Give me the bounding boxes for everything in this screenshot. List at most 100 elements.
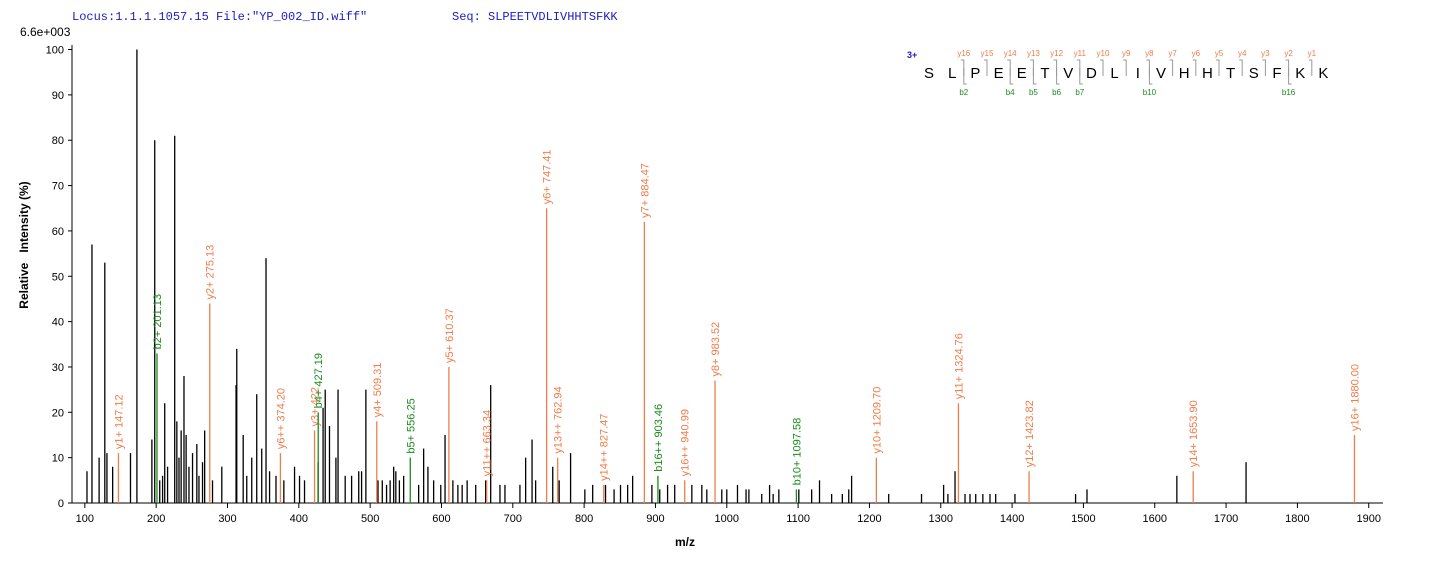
y-ion: y16 (957, 49, 970, 58)
peak-label: b2+ 201.13 (152, 294, 164, 349)
x-tick-label: 1600 (1143, 513, 1167, 525)
peak-label: y14+ 1653.90 (1188, 400, 1200, 467)
b-ion: b10 (1143, 88, 1157, 97)
x-tick-label: 600 (432, 513, 450, 525)
y-tick-label: 20 (52, 407, 64, 419)
y-ion: y1 (1308, 49, 1317, 58)
residue: S (1249, 65, 1259, 82)
peak-label: y14++ 827.47 (599, 414, 611, 481)
y-ion: y7 (1168, 49, 1177, 58)
x-tick-label: 1300 (929, 513, 953, 525)
peak-label: y1+ 147.12 (113, 394, 125, 449)
residue: V (1063, 65, 1073, 82)
y-ion: y3 (1261, 49, 1270, 58)
x-tick-label: 200 (147, 513, 165, 525)
residue: K (1295, 65, 1305, 82)
x-tick-label: 1400 (1000, 513, 1024, 525)
x-tick-label: 1100 (786, 513, 810, 525)
locus: Locus:1.1.1.1057.15 File:"YP_002_ID.wiff… (72, 10, 367, 24)
residue: E (1017, 65, 1027, 82)
y-ion-bracket (1308, 59, 1313, 76)
b-ion-bracket (1079, 68, 1083, 85)
b-ion-bracket (963, 68, 967, 85)
y-ion: y12 (1050, 49, 1063, 58)
x-tick-label: 1000 (715, 513, 739, 525)
residue: T (1226, 65, 1235, 82)
y-ion-bracket (1216, 59, 1220, 76)
b-ion-bracket (1288, 68, 1292, 85)
y-ion: y10 (1097, 49, 1110, 58)
y-tick-label: 30 (52, 362, 64, 374)
y-ion: y6 (1192, 49, 1201, 58)
y-tick-label: 60 (52, 226, 64, 238)
x-tick-label: 1200 (857, 513, 881, 525)
y-tick-label: 90 (52, 90, 64, 102)
residue: L (948, 65, 956, 82)
b-ion-bracket (1148, 68, 1153, 85)
y-ion: y15 (981, 49, 994, 58)
x-tick-label: 500 (361, 513, 379, 525)
b-ion: b7 (1075, 88, 1084, 97)
x-tick-label: 300 (218, 513, 236, 525)
residue: S (924, 65, 934, 82)
x-tick-label: 900 (646, 513, 664, 525)
y-ion-bracket (1192, 59, 1197, 76)
x-tick-label: 800 (575, 513, 593, 525)
peak-label: y2+ 275.13 (205, 245, 217, 300)
residue: F (1272, 65, 1281, 82)
peak-label: y12+ 1423.82 (1024, 400, 1036, 467)
y-ion: y5 (1215, 49, 1224, 58)
y-ion: y2 (1284, 49, 1293, 58)
y-ion: y11 (1074, 49, 1087, 58)
peak-label: b5+ 556.25 (405, 398, 417, 453)
x-axis-label: m/z (675, 535, 695, 549)
y-tick-label: 40 (52, 317, 64, 329)
residue: E (994, 65, 1004, 82)
b-ion: b6 (1052, 88, 1061, 97)
x-tick-label: 1700 (1214, 513, 1238, 525)
residue: P (970, 65, 980, 82)
residue: K (1318, 65, 1328, 82)
peak-label: b10+ 1097.58 (791, 418, 803, 486)
residue: L (1110, 65, 1118, 82)
y-ion-bracket (1100, 59, 1104, 76)
y-tick-label: 100 (46, 45, 64, 57)
b-ion-bracket (1056, 68, 1060, 85)
peak-label: y4+ 509.31 (372, 363, 384, 418)
y-tick-label: 50 (52, 271, 64, 283)
residue: I (1136, 65, 1140, 82)
x-tick-label: 400 (290, 513, 308, 525)
y-ion-bracket (1262, 59, 1266, 76)
peak-label: y8+ 983.52 (710, 322, 722, 377)
x-tick-label: 1900 (1356, 513, 1380, 525)
b-ion-bracket (1009, 68, 1014, 85)
b-ion-bracket (1032, 68, 1037, 85)
b-ion: b2 (959, 88, 968, 97)
y-ion: y14 (1004, 49, 1017, 58)
x-tick-label: 100 (76, 513, 94, 525)
peak-label: y7+ 884.47 (639, 163, 651, 218)
y-tick-label: 80 (52, 135, 64, 147)
residue: H (1179, 65, 1190, 82)
x-tick-label: 700 (504, 513, 522, 525)
y-ion: y8 (1145, 49, 1154, 58)
b-ion: b4 (1006, 88, 1015, 97)
residue: V (1156, 65, 1166, 82)
y-tick-label: 70 (52, 181, 64, 193)
y-tick-label: 10 (52, 453, 64, 465)
peak-label: b16++ 903.46 (653, 404, 665, 472)
charge: 3+ (907, 50, 917, 60)
peak-label: y11+ 1324.76 (953, 333, 965, 399)
peak-label: y16++ 940.99 (680, 409, 692, 476)
y-ion: y4 (1238, 49, 1247, 58)
scale: 6.6e+003 (20, 25, 71, 39)
y-tick-label: 0 (58, 498, 64, 510)
residue: H (1202, 65, 1213, 82)
b-ion: b5 (1029, 88, 1038, 97)
peak-label: y6+ 747.41 (542, 149, 554, 204)
x-tick-label: 1800 (1285, 513, 1309, 525)
peak-label: y5+ 610.37 (444, 308, 456, 363)
y-ion-bracket (1169, 59, 1174, 76)
peak-label: b4+ 427.19 (313, 353, 325, 408)
